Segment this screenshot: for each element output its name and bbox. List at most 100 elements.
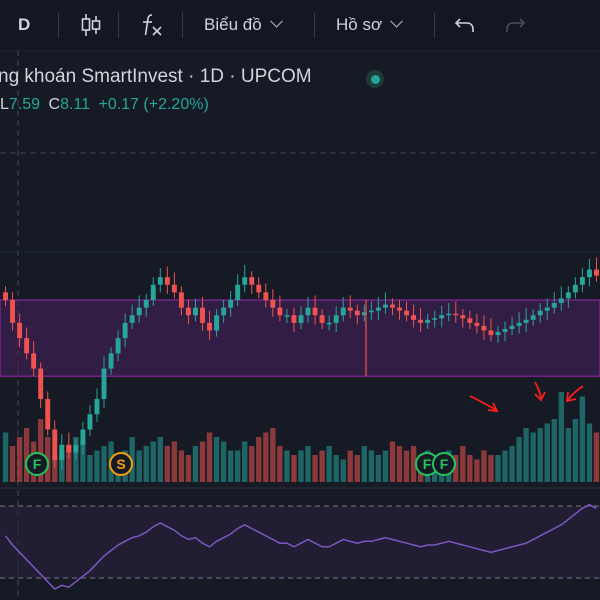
- volume-bar: [136, 450, 142, 482]
- undo-button[interactable]: [454, 0, 476, 50]
- candle-body: [242, 277, 248, 285]
- volume-bar: [572, 419, 579, 482]
- candle-body: [298, 315, 304, 323]
- volume-bar: [579, 396, 586, 482]
- volume-bar: [389, 441, 396, 482]
- annotation-arrow: [565, 391, 577, 403]
- candle-body: [516, 322, 522, 326]
- candle-body: [157, 277, 163, 285]
- volume-bar: [277, 446, 283, 482]
- chart-menu-button[interactable]: Biểu đồ: [204, 0, 283, 50]
- volume-bar: [453, 455, 459, 482]
- volume-bar: [530, 432, 536, 482]
- candle-body: [178, 292, 184, 308]
- chart-menu-label: Biểu đồ: [204, 15, 262, 34]
- candle-body: [389, 304, 395, 308]
- volume-bar: [23, 428, 30, 482]
- candle-body: [164, 277, 170, 285]
- volume-bar: [509, 446, 515, 482]
- candle-body: [305, 307, 311, 316]
- toolbar-divider: [118, 12, 119, 38]
- volume-bar: [368, 450, 375, 482]
- support-resistance-zone: [0, 299, 600, 377]
- volume-bar: [66, 446, 72, 482]
- volume-bar: [87, 455, 93, 482]
- candle-body: [347, 307, 353, 311]
- candle-body: [270, 300, 276, 308]
- candle-body: [474, 322, 480, 326]
- toolbar-divider: [434, 12, 435, 38]
- volume-bar: [9, 446, 16, 482]
- candle-body: [129, 315, 135, 323]
- volume-bar: [192, 446, 199, 482]
- volume-bar: [298, 450, 304, 482]
- chart-type-button[interactable]: [80, 0, 102, 50]
- candle-body: [368, 310, 374, 313]
- volume-bar: [150, 441, 156, 482]
- candle-body: [558, 298, 564, 304]
- candle-body: [108, 353, 114, 369]
- annotation-arrow: [534, 391, 546, 402]
- candle-body: [326, 322, 332, 325]
- candle-body: [425, 319, 431, 323]
- volume-bar: [340, 459, 346, 482]
- toolbar-divider: [182, 12, 183, 38]
- volume-bar: [235, 450, 241, 482]
- indicators-button[interactable]: [140, 0, 164, 50]
- interval-button[interactable]: D: [18, 0, 30, 50]
- profile-menu-button[interactable]: Hồ sơ: [336, 0, 403, 50]
- candle-body: [411, 315, 417, 320]
- candle-body: [207, 322, 213, 331]
- volume-bar: [38, 419, 44, 482]
- candle-body: [340, 307, 346, 316]
- volume-bar: [52, 455, 58, 482]
- candle-body: [115, 338, 121, 354]
- top-toolbar: D Biểu đồ Hồ sơ: [0, 0, 600, 51]
- volume-bar: [171, 441, 178, 482]
- volume-bar: [242, 441, 248, 482]
- candle-body: [150, 284, 156, 300]
- volume-bar: [333, 455, 339, 482]
- event-marker-circle: [25, 452, 49, 476]
- volume-bar: [220, 441, 227, 482]
- volume-bar: [291, 455, 297, 482]
- volume-bar: [551, 419, 557, 482]
- candle-body: [319, 315, 325, 323]
- volume-bar: [403, 450, 410, 482]
- annotation-arrow: [469, 395, 497, 411]
- volume-bar: [481, 450, 487, 482]
- event-marker: F: [432, 452, 456, 476]
- event-marker-letter: F: [423, 456, 432, 472]
- redo-icon: [506, 18, 526, 32]
- candle-body: [586, 269, 592, 278]
- toolbar-divider: [58, 12, 59, 38]
- event-marker-circle: [109, 452, 133, 476]
- candle-body: [460, 315, 466, 319]
- candle-body: [101, 368, 107, 400]
- candle-body: [523, 319, 529, 323]
- candle-body: [432, 318, 438, 320]
- candle-body: [291, 315, 297, 323]
- volume-bar: [361, 446, 367, 482]
- volume-bar: [326, 446, 332, 482]
- volume-bar: [354, 455, 360, 482]
- candle-body: [594, 269, 599, 276]
- volume-bar: [206, 432, 213, 482]
- candle-body: [453, 313, 459, 316]
- candle-body: [284, 315, 290, 317]
- toolbar-divider: [314, 12, 315, 38]
- volume-bar: [460, 446, 466, 482]
- candle-body: [312, 307, 318, 316]
- volume-bar: [410, 446, 417, 482]
- volume-bar: [157, 437, 163, 482]
- candle-body: [544, 307, 550, 311]
- redo-button[interactable]: [504, 0, 526, 50]
- volume-bar: [227, 450, 234, 482]
- volume-bar: [565, 428, 572, 482]
- volume-bar: [586, 423, 593, 482]
- candle-body: [249, 277, 255, 285]
- low-key: L: [0, 96, 9, 113]
- volume-bar: [319, 450, 325, 482]
